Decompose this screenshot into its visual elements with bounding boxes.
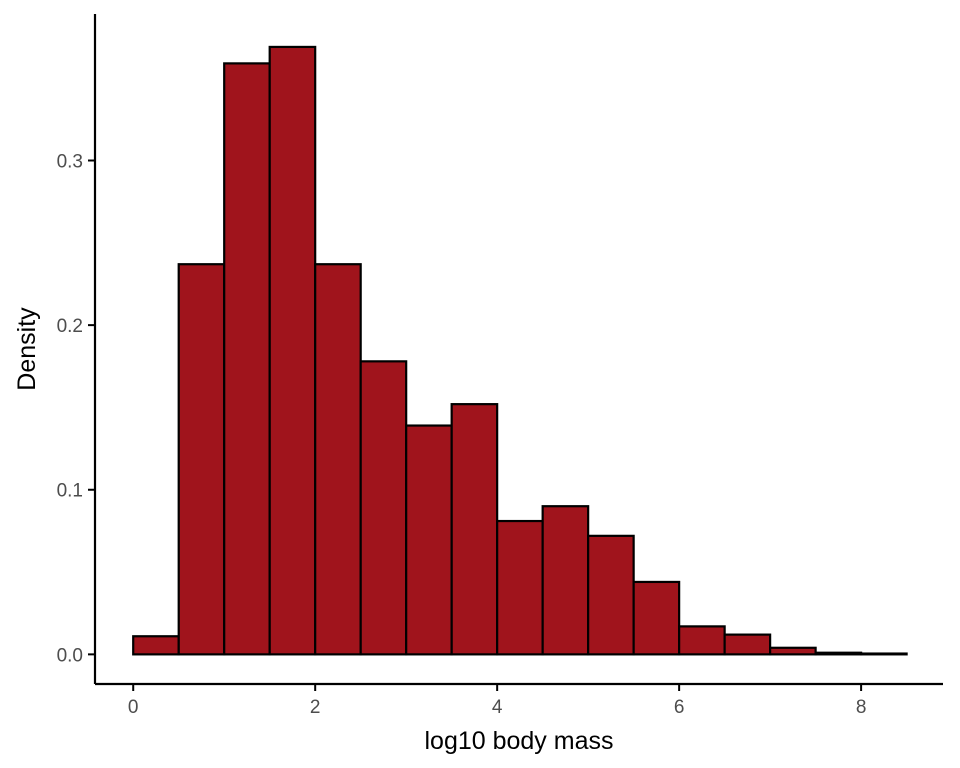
- x-tick-label-3: 6: [674, 697, 685, 718]
- x-tick-label-2: 4: [492, 697, 503, 718]
- histogram-bar-3: [268, 45, 317, 656]
- histogram-bar-4: [314, 263, 362, 656]
- x-tick-label-1: 2: [310, 697, 321, 718]
- y-tick-label-2: 0.2: [57, 316, 83, 337]
- histogram-bars: [132, 45, 908, 656]
- y-axis-title: Density: [13, 307, 41, 391]
- histogram-bar-8: [496, 519, 544, 656]
- histogram-bar-9: [541, 505, 590, 656]
- histogram-bar-15: [814, 651, 863, 656]
- x-axis-title: log10 body mass: [424, 727, 613, 755]
- histogram-bar-2: [223, 62, 271, 656]
- x-tick-label-0: 0: [128, 697, 139, 718]
- histogram-bar-12: [678, 625, 726, 656]
- x-axis-ticks: 0 2 4 6 8: [128, 684, 866, 718]
- histogram-bar-1: [177, 263, 226, 656]
- histogram-bar-10: [587, 534, 635, 656]
- histogram-bar-6: [405, 424, 453, 656]
- histogram-bar-0: [132, 635, 180, 656]
- histogram-bar-14: [769, 646, 817, 656]
- y-tick-label-0: 0.0: [57, 645, 83, 666]
- axes: [93, 14, 943, 686]
- y-tick-label-3: 0.3: [57, 152, 83, 173]
- histogram-bar-16: [860, 652, 908, 656]
- x-tick-label-4: 8: [856, 697, 867, 718]
- histogram-bar-11: [632, 580, 681, 656]
- y-tick-label-1: 0.1: [57, 481, 83, 502]
- histogram-bar-7: [450, 403, 499, 656]
- histogram-bar-5: [359, 360, 408, 656]
- y-axis-ticks: 0.0 0.1 0.2 0.3: [57, 152, 95, 666]
- histogram-bar-13: [723, 633, 772, 656]
